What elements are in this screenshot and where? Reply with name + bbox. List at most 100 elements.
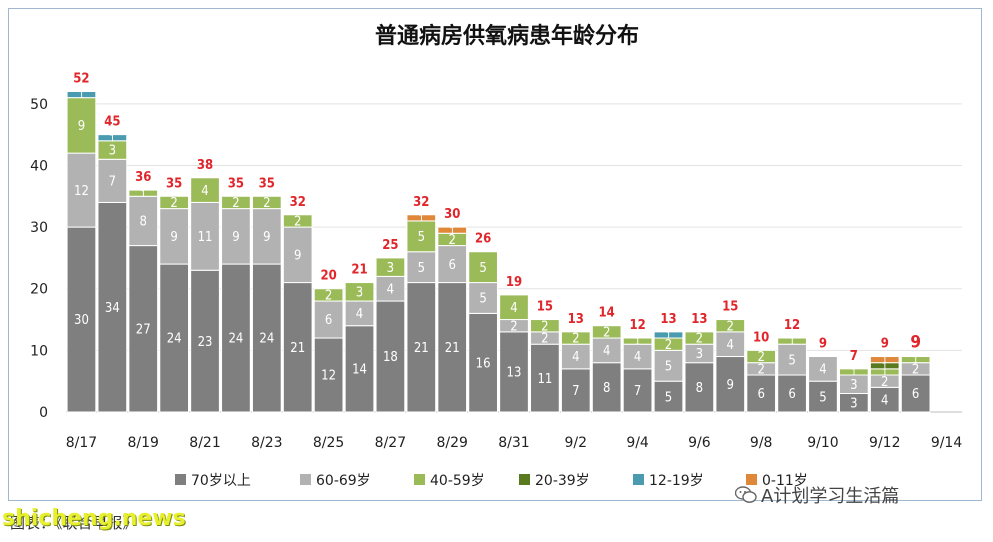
bar-segment (900, 356, 931, 364)
total-label: 15 (537, 300, 553, 315)
bar-segment (313, 337, 344, 413)
bar-segment (66, 90, 97, 99)
legend-label: 0-11岁 (762, 473, 808, 489)
segment-label: 9 (727, 378, 734, 393)
segment-label: 2 (325, 289, 332, 304)
total-label: 38 (197, 158, 213, 173)
bar-segment (468, 251, 498, 284)
segment-label: 9 (263, 230, 270, 245)
total-label: 10 (753, 330, 769, 345)
bar-segment (591, 362, 622, 413)
segment-label: 8 (603, 381, 610, 396)
segment-label: 2 (696, 332, 703, 347)
segment-label: 1 (635, 337, 641, 348)
segment-label: 12 (74, 184, 89, 199)
segment-label: 11 (537, 372, 552, 387)
bar-segment (221, 263, 251, 413)
bar-segment (251, 195, 282, 210)
bar-segment (900, 374, 931, 413)
bar-segment (344, 282, 375, 302)
segment-label: 3 (356, 285, 363, 300)
bar-segment (653, 349, 684, 382)
segment-label: 1 (140, 189, 146, 200)
x-tick-label: 8/21 (189, 435, 220, 451)
x-tick-label: 9/12 (869, 435, 900, 451)
segment-label: 18 (383, 350, 398, 365)
segment-label: 2 (448, 233, 455, 248)
segment-label: 2 (727, 319, 734, 334)
segment-label: 2 (541, 319, 548, 334)
segment-label: 5 (479, 292, 486, 307)
legend-swatch (746, 474, 757, 485)
legend-label: 60-69岁 (316, 473, 371, 489)
bar-segment (777, 337, 807, 345)
segment-label: 6 (912, 387, 919, 402)
bar-segment (282, 214, 313, 228)
bar-segment (282, 282, 313, 413)
segment-label: 21 (445, 341, 460, 356)
segment-label: 3 (696, 347, 703, 362)
segment-label: 4 (387, 282, 394, 297)
segment-label: 21 (290, 341, 305, 356)
bar-segment (344, 300, 375, 327)
segment-label: 7 (572, 384, 579, 399)
x-tick-label: 9/2 (565, 435, 588, 451)
bar-segment (313, 288, 344, 302)
bar-segment (777, 343, 807, 376)
y-tick-label: 50 (30, 97, 48, 113)
segment-label: 23 (198, 335, 213, 350)
total-label: 15 (722, 300, 738, 315)
chart-title: 普通病房供氧病患年龄分布 (375, 23, 639, 49)
x-tick-label: 9/14 (931, 435, 963, 451)
y-tick-label: 10 (30, 343, 48, 359)
bar-segment (560, 343, 591, 370)
bar-segment (869, 386, 900, 413)
data-labels: 3012915234731452781362492352311438249235… (73, 71, 921, 411)
total-label: 45 (104, 115, 120, 130)
total-label: 19 (506, 275, 522, 290)
total-label: 35 (259, 176, 275, 191)
segment-label: 4 (356, 307, 363, 322)
segment-label: 2 (603, 326, 610, 341)
bar-segment (560, 331, 591, 345)
bar-segment (591, 325, 622, 339)
total-label: 9 (881, 337, 889, 352)
segment-label: 4 (881, 393, 888, 408)
segment-label: 2 (541, 332, 548, 347)
segment-label: 6 (788, 387, 795, 402)
segment-label: 4 (201, 184, 208, 199)
total-label: 14 (599, 306, 615, 321)
bar-segment (869, 356, 900, 364)
x-tick-label: 8/27 (375, 435, 406, 451)
total-label: 12 (784, 318, 800, 333)
segment-label: 7 (634, 384, 641, 399)
total-label: 32 (413, 195, 429, 210)
bar-segment (622, 337, 653, 345)
bar-segment (97, 201, 128, 413)
total-label: 20 (320, 269, 336, 284)
x-tick-label: 8/23 (251, 435, 282, 451)
x-tick-label: 9/10 (807, 435, 838, 451)
segment-label: 3 (850, 396, 857, 411)
wechat-badge: A计划学习生活篇 (735, 482, 899, 508)
segment-label: 1 (913, 355, 919, 366)
segment-label: 1 (109, 133, 115, 144)
segment-label: 2 (881, 375, 888, 390)
y-tick-label: 20 (30, 282, 48, 298)
segment-label: 1 (882, 368, 888, 379)
y-tick-label: 30 (30, 220, 48, 236)
segment-label: 4 (634, 350, 641, 365)
segment-label: 24 (167, 332, 182, 347)
total-label: 36 (135, 170, 151, 185)
segment-label: 4 (510, 301, 517, 316)
x-tick-label: 8/17 (66, 435, 97, 451)
y-tick-label: 40 (30, 158, 48, 174)
bar-segment (375, 300, 406, 413)
axes: 0 10 20 30 40 50 8/17 8/19 8/21 8/23 8/25 8/27 8/29 8… (30, 97, 962, 451)
total-label: 35 (228, 176, 244, 191)
total-label: 30 (444, 207, 460, 222)
segment-label: 5 (418, 230, 425, 245)
segment-label: 34 (105, 301, 120, 316)
bar-segment (468, 282, 498, 314)
legend-swatch (300, 474, 311, 485)
